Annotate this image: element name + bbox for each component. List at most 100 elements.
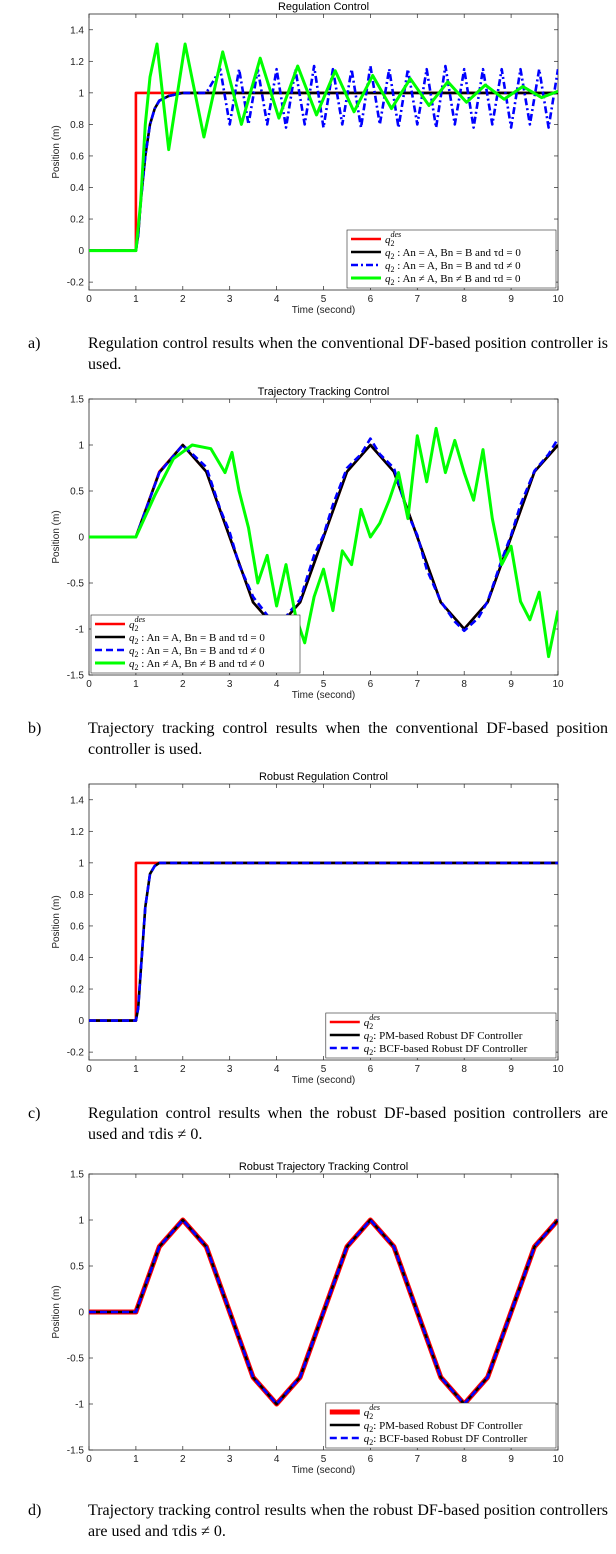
- x-tick-label: 10: [552, 679, 564, 690]
- legend-entry-label: q2: PM-based Robust DF Controller: [364, 1420, 523, 1434]
- y-tick-label: -0.5: [67, 579, 85, 590]
- series-line-3: [89, 426, 558, 659]
- x-tick-label: 0: [86, 1454, 92, 1465]
- legend-entry-label: q2 : An = A, Bn = B and τd ≠ 0: [129, 645, 265, 659]
- series-line-2: [89, 64, 558, 252]
- y-tick-label: 1.5: [70, 1170, 84, 1181]
- y-tick-label: 1: [78, 858, 84, 869]
- x-tick-label: 1: [133, 294, 139, 305]
- x-tick-label: 2: [180, 1064, 186, 1075]
- x-tick-label: 7: [415, 294, 421, 305]
- legend-entry-label: q2des: [364, 1403, 380, 1421]
- y-tick-label: -0.2: [67, 278, 85, 289]
- x-axis-label: Time (second): [292, 1465, 356, 1476]
- legend-entry-label: q2: BCF-based Robust DF Controller: [364, 1043, 528, 1057]
- x-axis-label: Time (second): [292, 305, 356, 316]
- y-tick-label: -0.5: [67, 1354, 85, 1365]
- y-tick-label: 1.5: [70, 395, 84, 406]
- x-tick-label: 10: [552, 1454, 564, 1465]
- series-line-3: [89, 42, 558, 253]
- x-tick-label: 4: [274, 1064, 280, 1075]
- x-tick-label: 8: [461, 1454, 467, 1465]
- chart-title: Robust Regulation Control: [259, 771, 388, 783]
- x-tick-label: 2: [180, 679, 186, 690]
- panel-b: Trajectory Tracking Control 0 1 2 3 4 5 6 7 8 9 10-…: [0, 385, 616, 770]
- caption-letter: d): [28, 1502, 42, 1519]
- x-tick-label: 0: [86, 294, 92, 305]
- x-tick-label: 7: [415, 679, 421, 690]
- x-tick-label: 9: [508, 294, 514, 305]
- x-tick-label: 3: [227, 1064, 233, 1075]
- y-tick-label: -1: [75, 625, 84, 636]
- x-tick-label: 5: [321, 294, 327, 305]
- y-tick-label: 1.4: [70, 795, 84, 806]
- y-tick-label: 0.8: [70, 120, 84, 131]
- y-tick-label: -0.2: [67, 1048, 85, 1059]
- y-tick-label: 0.4: [70, 953, 84, 964]
- x-tick-label: 8: [461, 1064, 467, 1075]
- x-tick-label: 0: [86, 1064, 92, 1075]
- caption-letter: b): [28, 720, 42, 737]
- x-tick-label: 2: [180, 294, 186, 305]
- y-tick-label: 0.4: [70, 183, 84, 194]
- x-tick-label: 10: [552, 1064, 564, 1075]
- y-tick-label: 0.5: [70, 1262, 84, 1273]
- y-tick-label: -1.5: [67, 671, 85, 682]
- x-tick-label: 9: [508, 679, 514, 690]
- y-tick-label: 1: [78, 1216, 84, 1227]
- x-tick-label: 8: [461, 294, 467, 305]
- series-line-2: [89, 861, 558, 1022]
- chart-robust-trajectory-tracking-control: Robust Trajectory Tracking Control 0 1 2 3 4 5…: [51, 1161, 564, 1476]
- series-line-2: [89, 1218, 558, 1406]
- caption-letter: c): [28, 1105, 41, 1122]
- legend-entry-label: q2: PM-based Robust DF Controller: [364, 1030, 523, 1044]
- caption-text: Regulation control results when the robu…: [88, 1105, 608, 1143]
- y-tick-label: 1.4: [70, 25, 84, 36]
- x-tick-label: 5: [321, 1064, 327, 1075]
- y-tick-label: 0: [78, 533, 84, 544]
- legend-entry-label: q2 : An = A, Bn = B and τd = 0: [385, 247, 521, 261]
- y-tick-label: 0.6: [70, 921, 84, 932]
- caption-text: Trajectory tracking control results when…: [88, 1502, 608, 1540]
- x-tick-label: 5: [321, 1454, 327, 1465]
- y-axis-label: Position (m): [51, 125, 62, 178]
- legend-entry-label: q2 : An = A, Bn = B and τd = 0: [129, 632, 265, 646]
- caption-text: Regulation control results when the conv…: [88, 335, 608, 373]
- y-tick-label: -1.5: [67, 1446, 85, 1457]
- y-tick-label: 1.2: [70, 57, 84, 68]
- x-tick-label: 0: [86, 679, 92, 690]
- panel-d: Robust Trajectory Tracking Control 0 1 2 3 4 5…: [0, 1160, 616, 1554]
- x-tick-label: 10: [552, 294, 564, 305]
- y-axis-label: Position (m): [51, 510, 62, 563]
- y-tick-label: 0: [78, 246, 84, 257]
- y-tick-label: 0: [78, 1308, 84, 1319]
- legend-entry-label: q2 : An ≠ A, Bn ≠ B and τd ≠ 0: [129, 658, 265, 672]
- legend-box: [325, 1402, 557, 1449]
- y-tick-label: 0.2: [70, 985, 84, 996]
- y-tick-label: 0.2: [70, 215, 84, 226]
- x-tick-label: 1: [133, 679, 139, 690]
- legend-entry-label: q2des: [385, 230, 401, 248]
- x-tick-label: 4: [274, 294, 280, 305]
- x-tick-label: 4: [274, 679, 280, 690]
- caption-text: Trajectory tracking control results when…: [88, 720, 608, 758]
- x-axis-label: Time (second): [292, 1075, 356, 1086]
- y-tick-label: 1: [78, 88, 84, 99]
- y-tick-label: 1.2: [70, 827, 84, 838]
- x-tick-label: 3: [227, 679, 233, 690]
- x-tick-label: 9: [508, 1454, 514, 1465]
- y-axis-label: Position (m): [51, 1285, 62, 1338]
- y-tick-label: 0: [78, 1016, 84, 1027]
- x-tick-label: 1: [133, 1454, 139, 1465]
- legend-entry-label: q2 : An ≠ A, Bn ≠ B and τd = 0: [385, 273, 521, 287]
- legend-entry-label: q2des: [364, 1013, 380, 1031]
- legend-box: [325, 1012, 557, 1059]
- x-tick-label: 2: [180, 1454, 186, 1465]
- x-tick-label: 4: [274, 1454, 280, 1465]
- y-tick-label: 1: [78, 441, 84, 452]
